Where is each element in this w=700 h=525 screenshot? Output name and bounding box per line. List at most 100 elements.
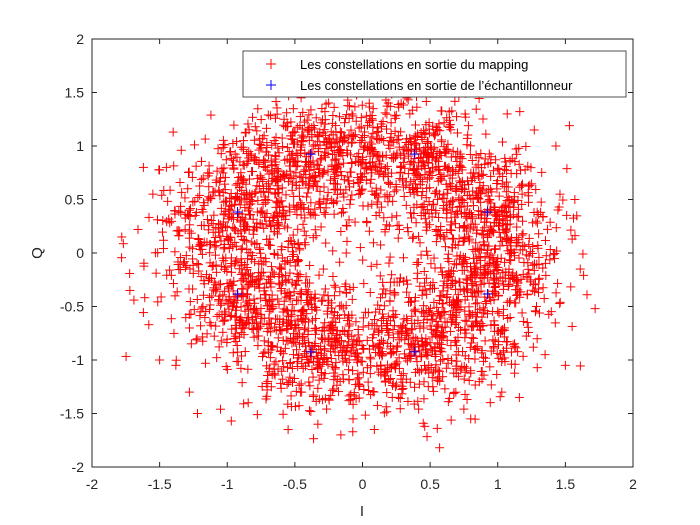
mapping-point	[237, 243, 247, 253]
mapping-point	[411, 351, 421, 361]
mapping-point	[298, 363, 308, 373]
mapping-point	[438, 355, 448, 364]
mapping-point	[410, 120, 420, 130]
x-tick-label: -0.5	[283, 476, 307, 492]
mapping-point	[227, 324, 237, 334]
mapping-point	[528, 260, 538, 270]
mapping-point	[414, 404, 424, 414]
mapping-point	[328, 385, 338, 395]
mapping-point	[351, 317, 361, 327]
mapping-point	[382, 388, 392, 398]
y-tick-label: -1	[72, 352, 85, 368]
mapping-point	[144, 212, 154, 222]
x-tick-label: 2	[629, 476, 637, 492]
mapping-point	[460, 389, 470, 399]
mapping-point	[283, 363, 293, 373]
mapping-point	[153, 297, 163, 307]
mapping-point	[331, 358, 341, 368]
mapping-point	[517, 308, 527, 318]
x-tick-label: 1	[494, 476, 502, 492]
mapping-point	[442, 188, 452, 198]
mapping-point	[399, 100, 409, 110]
mapping-point	[239, 399, 249, 409]
mapping-point	[398, 369, 408, 379]
mapping-point	[178, 258, 188, 268]
mapping-point	[384, 330, 394, 340]
mapping-point	[365, 352, 375, 362]
mapping-point	[294, 183, 304, 193]
mapping-point	[417, 177, 427, 187]
mapping-point	[229, 120, 239, 130]
mapping-point	[369, 424, 379, 434]
mapping-point	[363, 377, 373, 387]
mapping-point	[263, 110, 273, 120]
mapping-point	[232, 356, 242, 366]
x-tick-label: -1	[221, 476, 234, 492]
mapping-point	[566, 282, 576, 292]
mapping-point	[367, 145, 377, 155]
mapping-point	[350, 217, 360, 227]
mapping-point	[333, 387, 343, 397]
mapping-point	[298, 107, 308, 117]
mapping-point	[453, 128, 463, 138]
mapping-point	[395, 394, 405, 404]
series-mapping	[117, 67, 600, 453]
mapping-point	[356, 122, 366, 132]
mapping-point	[336, 167, 346, 177]
mapping-point	[174, 231, 184, 241]
mapping-point	[211, 250, 221, 260]
mapping-point	[372, 400, 382, 410]
mapping-point	[221, 262, 231, 272]
mapping-point	[429, 386, 439, 396]
mapping-point	[243, 206, 253, 216]
mapping-point	[190, 140, 200, 150]
mapping-point	[234, 332, 244, 342]
mapping-point	[343, 337, 353, 347]
mapping-point	[379, 408, 389, 418]
mapping-point	[514, 253, 524, 263]
mapping-point	[165, 265, 175, 275]
x-tick-label: -2	[86, 476, 99, 492]
mapping-point	[431, 237, 441, 247]
mapping-point	[435, 376, 445, 386]
mapping-point	[495, 392, 505, 402]
mapping-point	[359, 385, 369, 395]
mapping-point	[366, 174, 376, 184]
mapping-point	[462, 394, 472, 404]
mapping-point	[219, 197, 229, 207]
mapping-point	[320, 284, 330, 294]
mapping-point	[261, 123, 271, 133]
mapping-point	[293, 255, 303, 265]
mapping-point	[436, 151, 446, 161]
mapping-point	[541, 270, 551, 280]
mapping-point	[320, 318, 330, 328]
mapping-point	[181, 251, 191, 261]
mapping-point	[364, 386, 374, 396]
mapping-point	[219, 256, 229, 266]
mapping-point	[550, 318, 560, 328]
mapping-point	[411, 218, 421, 228]
mapping-point	[331, 282, 341, 292]
mapping-point	[439, 118, 449, 128]
mapping-point	[387, 270, 397, 280]
mapping-point	[463, 121, 473, 131]
mapping-point	[414, 379, 424, 389]
mapping-point	[186, 228, 196, 238]
mapping-point	[462, 213, 472, 223]
mapping-point	[189, 305, 199, 315]
mapping-point	[551, 223, 561, 233]
mapping-point	[432, 302, 442, 312]
mapping-point	[236, 351, 246, 361]
mapping-point	[345, 167, 355, 177]
x-tick-label: 1.5	[556, 476, 576, 492]
mapping-point	[273, 294, 283, 304]
mapping-point	[212, 353, 222, 363]
mapping-point	[220, 172, 230, 182]
mapping-point	[240, 306, 250, 316]
mapping-point	[321, 143, 331, 153]
x-tick-label: 0	[359, 476, 367, 492]
legend: Les constellations en sortie du mapping …	[242, 50, 627, 98]
mapping-point	[243, 156, 253, 166]
mapping-point	[358, 201, 368, 211]
mapping-point	[277, 264, 287, 274]
